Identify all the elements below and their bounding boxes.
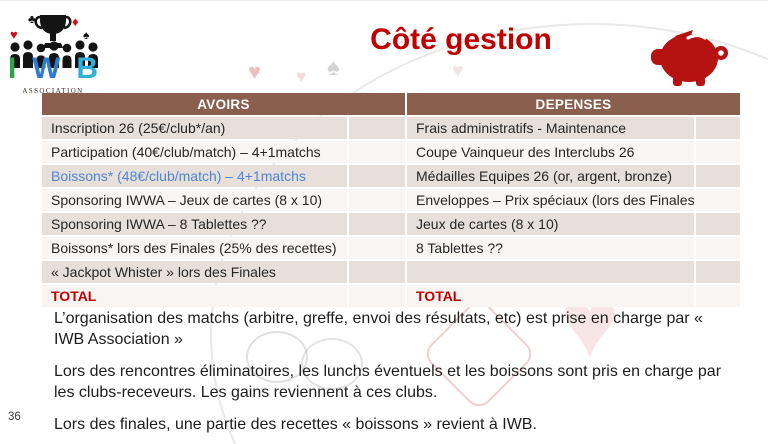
avoirs-row: Inscription 26 (25€/club*/an) [42, 117, 347, 139]
finance-table: AVOIRS DEPENSES Inscription 26 (25€/club… [42, 93, 740, 307]
watermark-heart-icon: ♥ [452, 60, 464, 82]
depenses-amount-cell [696, 213, 740, 235]
iwb-logo: ♣ ♥ ♦ ♠ I W [8, 13, 100, 97]
note-finales: Lors des finales, une partie des recette… [54, 416, 537, 433]
depenses-row: Frais administratifs - Maintenance [407, 117, 694, 139]
depenses-row-empty [407, 261, 694, 283]
avoirs-amount-cell [349, 189, 405, 211]
heart-suit-icon: ♥ [10, 27, 18, 42]
depenses-amount-cell [696, 237, 740, 259]
avoirs-row: Sponsoring IWWA – 8 Tablettes ?? [42, 213, 347, 235]
avoirs-amount-cell [349, 261, 405, 283]
avoirs-amount-cell [349, 141, 405, 163]
avoirs-amount-cell [349, 165, 405, 187]
depenses-amount-cell [696, 189, 740, 211]
crowd-icon [9, 40, 99, 73]
watermark-heart-icon: ♥ [248, 59, 262, 84]
depenses-row: Enveloppes – Prix spéciaux (lors des Fin… [407, 189, 694, 211]
diamond-suit-icon: ♦ [72, 14, 79, 29]
avoirs-amount-cell [349, 237, 405, 259]
depenses-amount-cell [696, 261, 740, 283]
logo-iwb-letters: I W B [8, 54, 98, 84]
logo-letter-i: I [8, 52, 17, 85]
depenses-amount-cell [696, 285, 740, 307]
piggy-bank-icon [648, 21, 730, 92]
watermark-heart-icon: ♥ [296, 67, 307, 86]
depenses-row: 8 Tablettes ?? [407, 237, 694, 259]
depenses-header: DEPENSES [407, 93, 740, 115]
avoirs-row: Boissons* lors des Finales (25% des rece… [42, 237, 347, 259]
club-suit-icon: ♣ [28, 12, 36, 26]
avoirs-row: « Jackpot Whister » lors des Finales [42, 261, 347, 283]
avoirs-row-boissons: Boissons* (48€/club/match) – 4+1matchs [42, 165, 347, 187]
depenses-amount-cell [696, 165, 740, 187]
avoirs-row: Sponsoring IWWA – Jeux de cartes (8 x 10… [42, 189, 347, 211]
depenses-row: Coupe Vainqueur des Interclubs 26 [407, 141, 694, 163]
avoirs-amount-cell [349, 117, 405, 139]
depenses-amount-cell [696, 141, 740, 163]
page-title: Côté gestion [370, 23, 552, 56]
note-eliminatoires: Lors des rencontres éliminatoires, les l… [54, 363, 722, 401]
note-organisation: L’organisation des matchs (arbitre, gref… [54, 310, 703, 348]
avoirs-total-row: TOTAL [42, 285, 347, 307]
avoirs-row: Participation (40€/club/match) – 4+1matc… [42, 141, 347, 163]
logo-letter-b: B [76, 52, 98, 85]
depenses-total-row: TOTAL [407, 285, 694, 307]
page-number: 36 [8, 411, 21, 423]
avoirs-amount-cell [349, 285, 405, 307]
avoirs-header: AVOIRS [42, 93, 405, 115]
logo-letter-w: W [32, 52, 61, 85]
watermark-spade-icon: ♠ [327, 54, 340, 81]
logo-association-label: ASSOCIATION [22, 87, 84, 95]
depenses-amount-cell [696, 117, 740, 139]
notes-section: L’organisation des matchs (arbitre, gref… [54, 308, 736, 435]
depenses-row: Médailles Equipes 26 (or, argent, bronze… [407, 165, 694, 187]
depenses-row: Jeux de cartes (8 x 10) [407, 213, 694, 235]
avoirs-amount-cell [349, 213, 405, 235]
spade-suit-icon: ♠ [83, 28, 90, 42]
